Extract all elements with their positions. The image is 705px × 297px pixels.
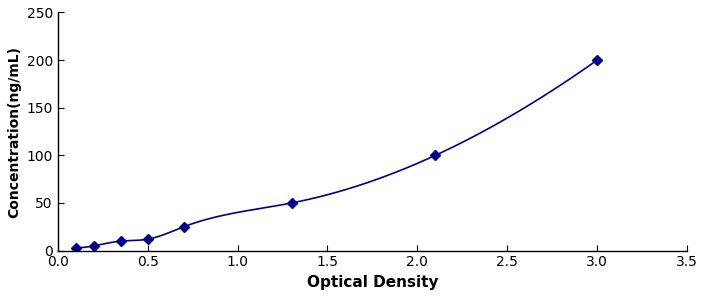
X-axis label: Optical Density: Optical Density — [307, 275, 439, 290]
Y-axis label: Concentration(ng/mL): Concentration(ng/mL) — [7, 45, 21, 217]
